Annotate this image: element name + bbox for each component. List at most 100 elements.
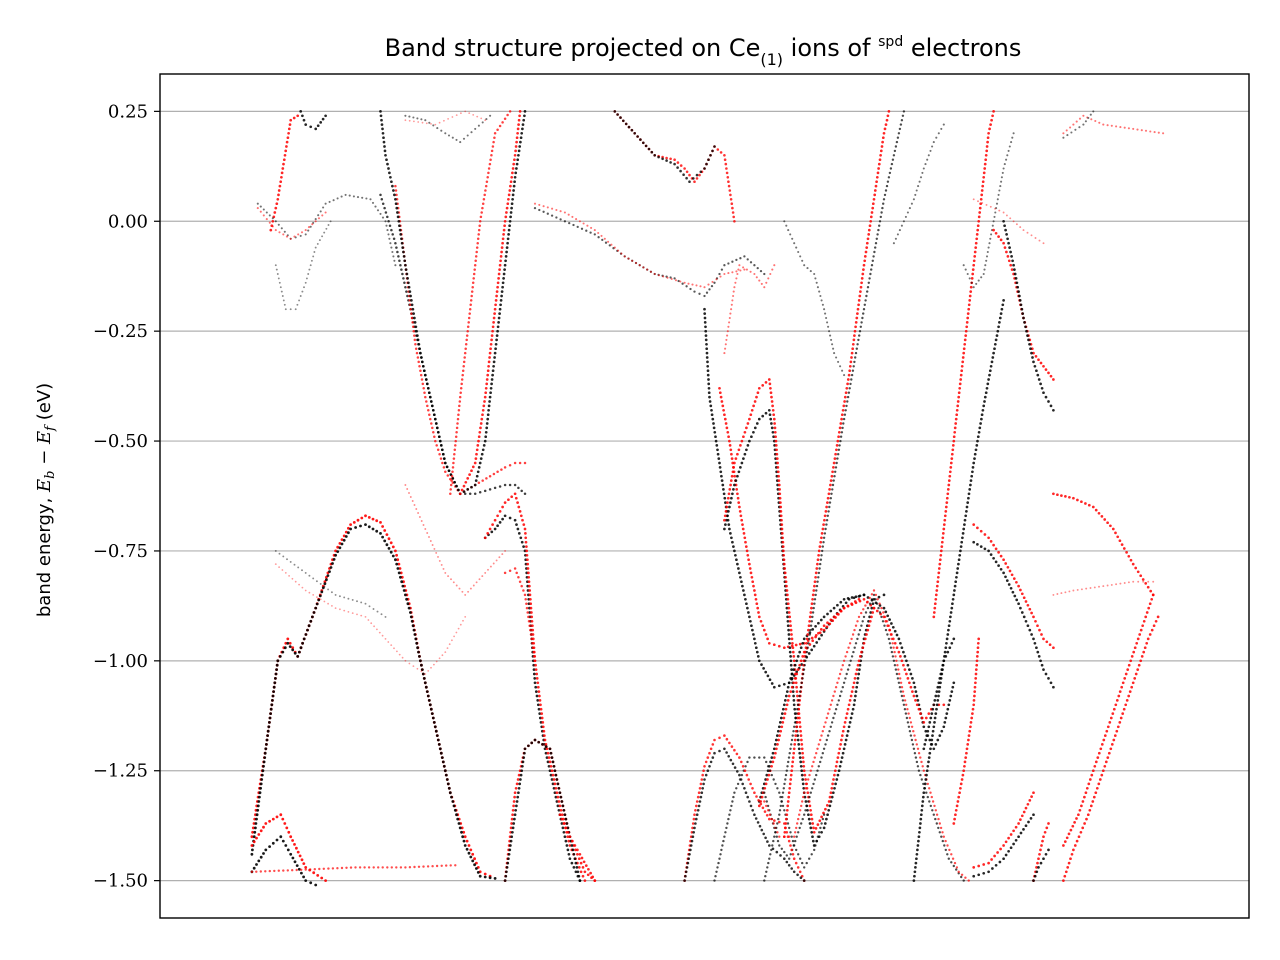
band-point xyxy=(919,756,922,759)
band-point xyxy=(1115,699,1119,702)
band-point xyxy=(837,677,840,680)
band-point xyxy=(533,681,537,685)
band-point xyxy=(367,619,370,621)
band-point xyxy=(320,876,324,880)
y-tick-label: −0.75 xyxy=(93,541,148,562)
band-point xyxy=(327,588,330,591)
band-point xyxy=(437,435,441,439)
band-point xyxy=(530,741,534,745)
band-point xyxy=(415,329,418,333)
band-point xyxy=(940,545,944,548)
band-point xyxy=(866,600,869,603)
band-point xyxy=(1020,611,1024,614)
band-point xyxy=(779,501,782,504)
band-point xyxy=(799,764,803,768)
band-point xyxy=(695,177,699,180)
band-point xyxy=(763,879,766,882)
band-point xyxy=(699,170,703,174)
band-point xyxy=(512,184,516,188)
band-point xyxy=(803,773,807,777)
band-point xyxy=(513,158,516,162)
band-point xyxy=(725,167,728,170)
band-point xyxy=(878,602,881,605)
band-point xyxy=(1101,769,1105,773)
band-point xyxy=(840,690,843,693)
band-point xyxy=(508,848,512,852)
band-point xyxy=(1109,716,1113,720)
band-point xyxy=(875,175,879,179)
band-point xyxy=(328,570,331,573)
band-point xyxy=(570,844,574,847)
band-point xyxy=(295,864,299,867)
band-point xyxy=(703,307,706,311)
band-point xyxy=(511,167,515,170)
band-point xyxy=(789,831,792,834)
band-point xyxy=(293,235,296,238)
band-point xyxy=(786,685,790,689)
band-point xyxy=(733,474,737,478)
band-point xyxy=(520,584,523,588)
band-point xyxy=(401,656,404,659)
band-point xyxy=(821,752,824,755)
band-point xyxy=(500,294,503,298)
band-point xyxy=(1035,866,1038,869)
band-point xyxy=(307,273,310,275)
band-point xyxy=(903,655,907,658)
band-point xyxy=(1017,602,1020,606)
band-point xyxy=(513,813,517,817)
band-point xyxy=(787,628,790,632)
band-point xyxy=(966,501,970,504)
band-point xyxy=(1037,378,1041,381)
band-point xyxy=(739,466,742,469)
band-point xyxy=(461,590,464,593)
band-point xyxy=(301,569,303,572)
band-point xyxy=(1106,521,1109,525)
band-point xyxy=(1006,154,1009,157)
band-point xyxy=(991,356,995,359)
band-point xyxy=(831,470,834,474)
band-point xyxy=(830,721,834,724)
band-point xyxy=(578,879,582,882)
band-point xyxy=(829,725,832,728)
band-point xyxy=(991,114,994,118)
band-point xyxy=(251,830,255,834)
band-point xyxy=(798,642,802,646)
band-point xyxy=(413,334,416,337)
band-point xyxy=(789,844,792,847)
band-point xyxy=(1042,391,1045,395)
band-point xyxy=(441,760,445,764)
band-point xyxy=(974,681,977,685)
band-point xyxy=(447,575,450,578)
band-point xyxy=(727,435,730,439)
band-point xyxy=(880,211,883,214)
band-point xyxy=(456,817,460,821)
band-point xyxy=(276,273,279,275)
band-point xyxy=(832,778,835,781)
band-point xyxy=(543,747,547,751)
band-point xyxy=(891,655,895,658)
band-point xyxy=(989,205,992,208)
band-point xyxy=(515,800,519,803)
band-point xyxy=(1130,655,1134,658)
band-point xyxy=(787,633,791,636)
band-point xyxy=(949,694,953,698)
band-point xyxy=(779,505,783,509)
band-point xyxy=(832,461,836,465)
band-point xyxy=(726,176,730,179)
band-point xyxy=(312,871,316,875)
band-point xyxy=(1014,838,1018,842)
band-point xyxy=(873,193,877,197)
band-point xyxy=(552,778,556,781)
band-point xyxy=(589,871,592,875)
band-point xyxy=(778,820,781,824)
band-point xyxy=(748,615,751,619)
band-point xyxy=(531,628,535,632)
band-point xyxy=(847,703,851,707)
band-point xyxy=(646,268,649,271)
band-point xyxy=(875,237,878,240)
band-point xyxy=(504,255,508,258)
band-point xyxy=(394,202,398,206)
band-point xyxy=(576,848,579,852)
band-point xyxy=(504,215,508,219)
band-point xyxy=(512,800,516,803)
